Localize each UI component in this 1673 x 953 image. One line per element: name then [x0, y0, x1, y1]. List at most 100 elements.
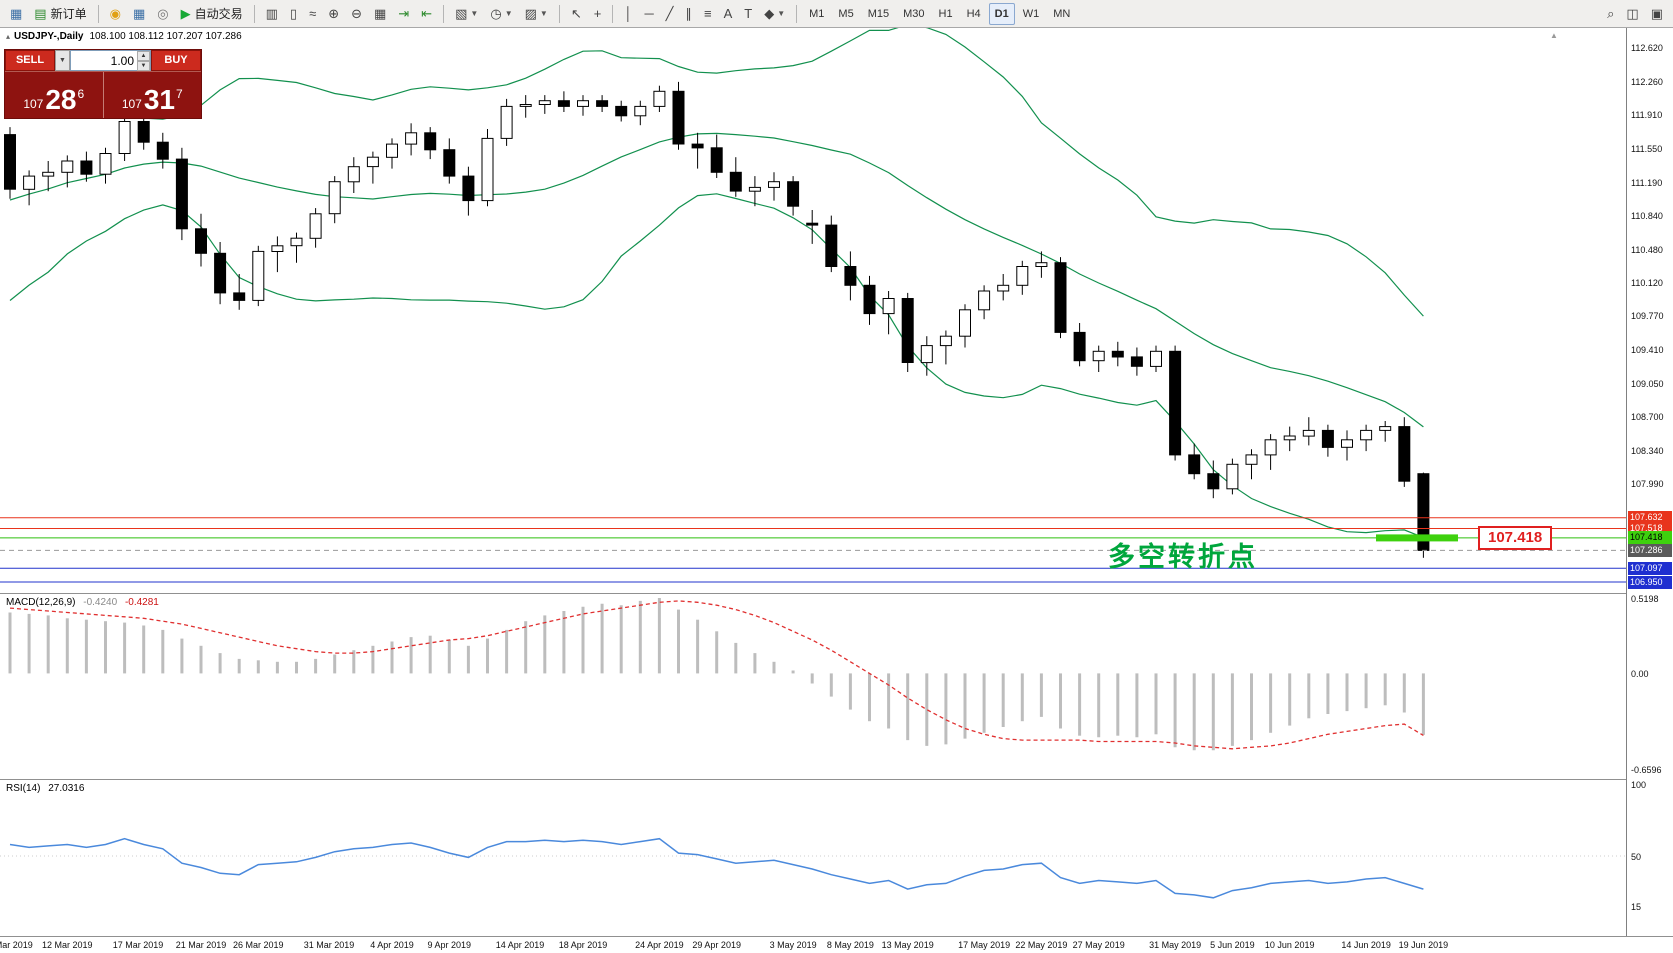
buy-price-sup: 7 [176, 87, 183, 101]
tile-windows-button[interactable]: ▦ [369, 2, 391, 26]
periods-button-dropdown-icon[interactable]: ▼ [504, 9, 513, 18]
data-window-icon: ▦ [132, 5, 146, 21]
new-chart-button-dropdown-icon[interactable]: ▼ [470, 9, 479, 18]
chart-shift-marker-icon: ▲ [1550, 31, 1558, 40]
lot-size-input[interactable] [71, 51, 137, 70]
timeframe-d1-button[interactable]: D1 [988, 2, 1015, 25]
chart-shift-button[interactable]: ⇤ [416, 2, 437, 26]
price-tick: 110.840 [1631, 210, 1663, 221]
timeframe-w1-button[interactable]: W1 [1022, 7, 1040, 20]
panel-splitter-rsi[interactable] [0, 779, 1673, 780]
channel-icon: ∥ [685, 5, 693, 21]
tile-windows-icon: ▦ [374, 5, 387, 21]
lot-size-box: ▲ ▼ [70, 50, 151, 71]
cursor-button[interactable]: ↖ [566, 2, 587, 26]
toolbar-divider [612, 4, 614, 23]
vertical-line-button[interactable]: │ [619, 2, 637, 26]
timeframe-m1-button[interactable]: M1 [809, 7, 825, 20]
rsi-tick: 15 [1631, 902, 1642, 913]
new-order-icon: ▤ [34, 5, 47, 21]
sell-price-button[interactable]: 107 28 6 [5, 72, 104, 118]
crosshair-button[interactable]: + [589, 2, 607, 26]
market-watch-button[interactable]: ◉ [105, 2, 126, 26]
sell-button[interactable]: SELL [5, 50, 55, 71]
date-axis[interactable]: 7 Mar 2019 12 Mar 2019 17 Mar 2019 21 Mar 2… [0, 937, 1673, 953]
symbol-search-button[interactable]: ⌕ [1602, 2, 1619, 26]
periods-button[interactable]: ◷ ▼ [485, 2, 517, 26]
candle-chart-icon: ▯ [289, 5, 298, 21]
window-list-button[interactable]: ▣ [1646, 2, 1668, 26]
horizontal-line-button[interactable]: ─ [639, 2, 658, 26]
price-tag: 107.418 [1628, 531, 1672, 545]
date-label: 14 Apr 2019 [495, 940, 545, 950]
templates-button[interactable]: ▨ ▼ [520, 2, 553, 26]
fibonacci-button[interactable]: ≡ [699, 2, 717, 26]
bar-chart-button[interactable]: ▥ [261, 2, 283, 26]
text-label-button[interactable]: T [739, 2, 757, 26]
new-chart-button[interactable]: ▧ ▼ [450, 2, 483, 26]
buy-price-small: 107 [121, 97, 142, 111]
toolbar: ▦ ▤ 新订单 ◉ ▦ ◎ ▶ 自动交易 ▥ ▯ ≈ ⊕ ⊖ ▦ ⇥ ⇤ ▧ ▼ ◷ ▼ ▨ ▼ ↖ + │ ─ ╱ ∥ ≡ A T ◆ ▼ M1… [0, 0, 1673, 28]
auto-scroll-button[interactable]: ⇥ [393, 2, 414, 26]
timeframe-h1-button[interactable]: H1 [938, 7, 953, 20]
bar-chart-icon: ▥ [265, 5, 278, 21]
autotrade-button-label: 自动交易 [194, 7, 243, 21]
timeframe-mn-button[interactable]: MN [1053, 7, 1071, 20]
lot-spin-up-icon[interactable]: ▲ [137, 51, 150, 61]
lot-spin-down-icon[interactable]: ▼ [137, 61, 150, 71]
price-tick: 109.410 [1631, 345, 1664, 356]
timeframe-m30-button[interactable]: M30 [903, 7, 925, 20]
date-label: 24 Apr 2019 [635, 940, 684, 950]
line-chart-button[interactable]: ≈ [304, 2, 321, 26]
buy-price-button[interactable]: 107 31 7 [104, 72, 202, 118]
symbol-period-label: USDJPY-,Daily [14, 31, 84, 42]
window-tile-button[interactable]: ◫ [1621, 2, 1643, 26]
app-chart-icon-button[interactable]: ▦ [5, 2, 27, 26]
autotrade-icon: ▶ [180, 5, 191, 21]
arrows-button-dropdown-icon[interactable]: ▼ [777, 9, 786, 18]
price-tick: 108.340 [1631, 446, 1664, 457]
date-label: 21 Mar 2019 [175, 940, 227, 950]
zoom-in-button[interactable]: ⊕ [323, 2, 344, 26]
new-order-button[interactable]: ▤ 新订单 [29, 2, 91, 26]
auto-scroll-icon: ⇥ [398, 5, 410, 21]
text-button[interactable]: A [719, 2, 738, 26]
candlestick-chart[interactable] [0, 28, 1626, 593]
data-window-button[interactable]: ▦ [128, 2, 150, 26]
chart-title-icon: ▴ [6, 32, 11, 41]
navigator-button[interactable]: ◎ [152, 2, 173, 26]
price-tag: 106.950 [1628, 575, 1672, 589]
cursor-icon: ↖ [570, 5, 582, 21]
chart-shift-icon: ⇤ [421, 5, 433, 21]
zoom-out-button[interactable]: ⊖ [346, 2, 367, 26]
trade-controls-row: SELL ▼ ▲ ▼ BUY [5, 50, 201, 71]
candle-chart-button[interactable]: ▯ [285, 2, 302, 26]
window-list-icon: ▣ [1650, 5, 1663, 21]
sell-options-dropdown[interactable]: ▼ [55, 50, 70, 71]
date-label: 17 May 2019 [958, 940, 1011, 950]
price-tick: 109.050 [1631, 379, 1664, 390]
price-tick: 111.190 [1631, 177, 1663, 188]
macd-panel[interactable] [0, 594, 1626, 779]
price-tick: 111.910 [1631, 109, 1663, 120]
timeframe-m5-button[interactable]: M5 [838, 7, 854, 20]
buy-button[interactable]: BUY [151, 50, 201, 71]
arrows-button[interactable]: ◆ ▼ [759, 2, 790, 26]
timeframe-h4-button[interactable]: H4 [966, 7, 981, 20]
price-axis[interactable]: 112.620 112.260 111.910 111.550 111.190 110.8… [1626, 28, 1673, 936]
trendline-button[interactable]: ╱ [661, 2, 679, 26]
sell-price-big: 28 [45, 84, 77, 115]
trade-prices-row: 107 28 6 107 31 7 [5, 71, 201, 118]
timeframe-m15-button[interactable]: M15 [867, 7, 890, 20]
panel-splitter-macd[interactable] [0, 593, 1673, 594]
macd-tick: 0.5198 [1631, 594, 1659, 604]
channel-button[interactable]: ∥ [681, 2, 698, 26]
price-tag: 107.286 [1628, 543, 1672, 557]
date-label: 9 Apr 2019 [427, 940, 472, 950]
symbol-search-icon: ⌕ [1607, 5, 1615, 21]
price-tag: 107.632 [1628, 511, 1672, 525]
autotrade-button[interactable]: ▶ 自动交易 [176, 2, 248, 26]
templates-button-dropdown-icon[interactable]: ▼ [539, 9, 548, 18]
rsi-panel[interactable] [0, 780, 1626, 936]
